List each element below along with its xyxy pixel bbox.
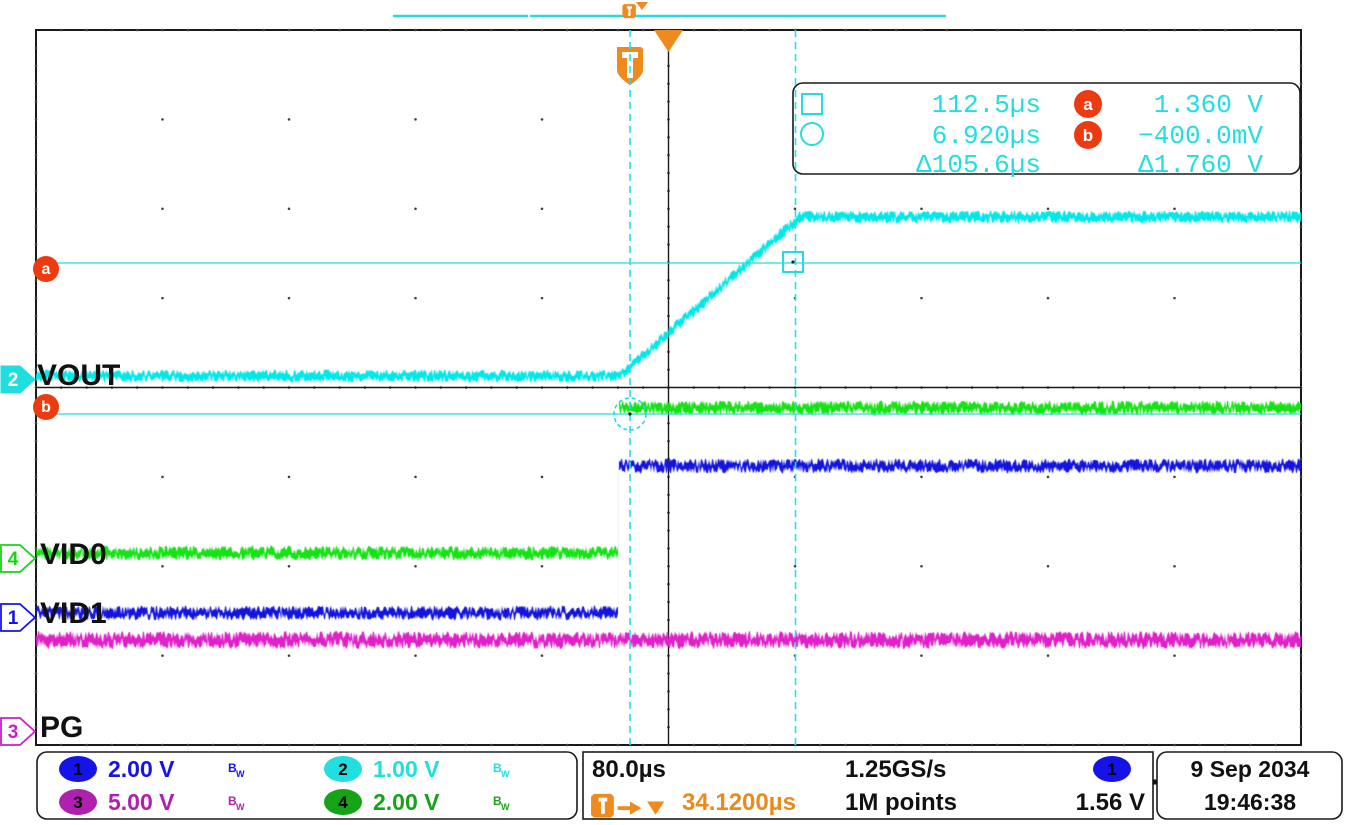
- svg-text:W: W: [501, 802, 510, 812]
- svg-text:1: 1: [8, 608, 19, 629]
- svg-text:VOUT: VOUT: [37, 359, 120, 392]
- svg-text:5.00 V: 5.00 V: [108, 789, 175, 815]
- svg-text:19:46:38: 19:46:38: [1204, 789, 1296, 815]
- svg-text:Δ105.6µs: Δ105.6µs: [916, 150, 1041, 180]
- svg-text:b: b: [1083, 126, 1093, 145]
- svg-text:b: b: [41, 399, 51, 416]
- svg-text:2: 2: [8, 370, 19, 391]
- svg-text:1.25GS/s: 1.25GS/s: [845, 756, 946, 783]
- svg-text:80.0µs: 80.0µs: [592, 756, 666, 783]
- svg-text:1.00 V: 1.00 V: [373, 756, 440, 782]
- svg-text:4: 4: [338, 793, 348, 812]
- svg-text:W: W: [236, 802, 245, 812]
- svg-text:1.360 V: 1.360 V: [1154, 90, 1264, 120]
- svg-text:3: 3: [8, 722, 19, 743]
- svg-text:VID0: VID0: [40, 538, 107, 571]
- svg-text:1.56 V: 1.56 V: [1076, 789, 1145, 816]
- svg-text:2.00 V: 2.00 V: [108, 756, 175, 782]
- svg-text:W: W: [501, 769, 510, 779]
- svg-text:4: 4: [8, 549, 19, 570]
- svg-text:a: a: [1083, 95, 1093, 114]
- svg-text:2.00 V: 2.00 V: [373, 789, 440, 815]
- svg-text:−400.0mV: −400.0mV: [1138, 121, 1263, 151]
- svg-text:VID1: VID1: [40, 597, 107, 630]
- svg-text:W: W: [236, 769, 245, 779]
- svg-text:1: 1: [1107, 760, 1116, 779]
- svg-text:Δ1.760 V: Δ1.760 V: [1138, 150, 1263, 180]
- svg-text:a: a: [42, 261, 51, 278]
- svg-text:1: 1: [73, 760, 82, 779]
- svg-text:2: 2: [338, 760, 347, 779]
- svg-text:6.920µs: 6.920µs: [932, 121, 1041, 151]
- svg-text:3: 3: [73, 793, 82, 812]
- svg-text:PG: PG: [40, 711, 83, 744]
- svg-text:1M points: 1M points: [845, 789, 957, 816]
- svg-text:9 Sep 2034: 9 Sep 2034: [1191, 756, 1310, 782]
- svg-text:34.1200µs: 34.1200µs: [682, 789, 796, 816]
- svg-text:112.5µs: 112.5µs: [932, 90, 1041, 120]
